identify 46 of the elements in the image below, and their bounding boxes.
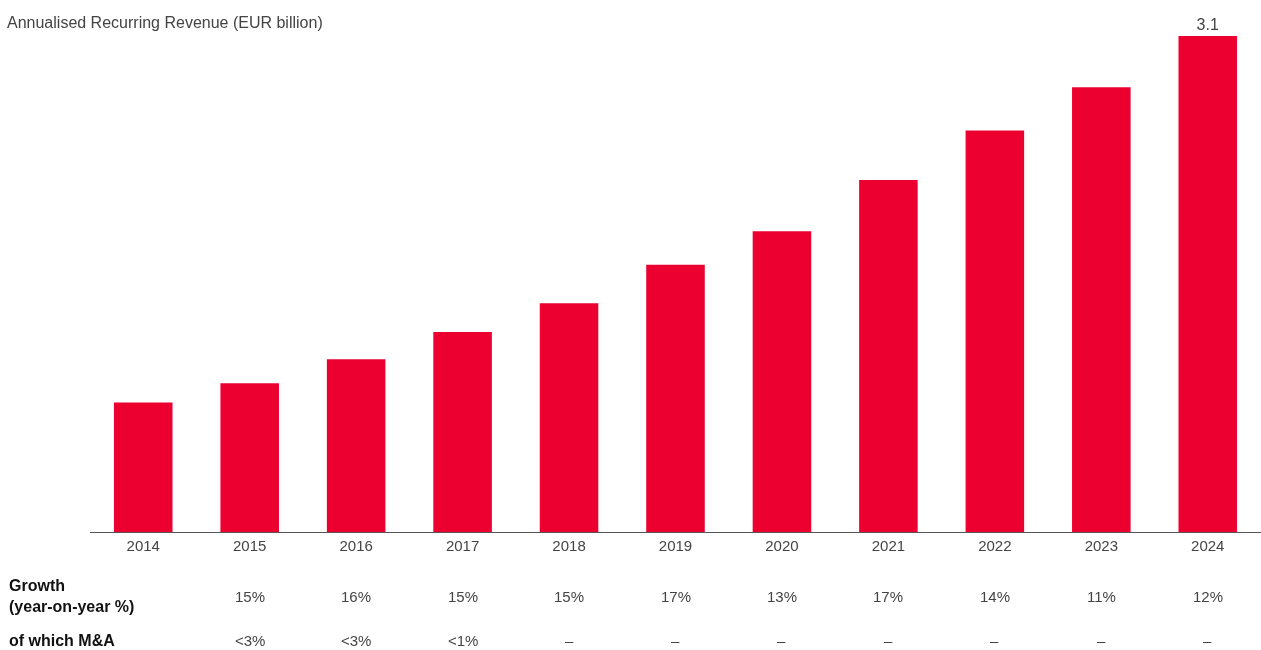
text: Growth (year-on-year %): [9, 577, 135, 615]
text: –: [565, 632, 574, 649]
x-tick-label: 2018: [552, 537, 586, 554]
x-tick-label: 2024: [1191, 537, 1225, 554]
text: 15%: [235, 588, 266, 605]
bar: [646, 264, 705, 532]
bar: [113, 402, 173, 532]
bar: [326, 359, 386, 532]
bar: [752, 231, 812, 532]
text: 15%: [448, 588, 479, 605]
bar: [1072, 87, 1131, 532]
x-tick-label: 2022: [978, 537, 1012, 554]
x-tick-label: 2021: [871, 537, 906, 554]
text: –: [1097, 632, 1106, 649]
x-tick-label: 2014: [126, 537, 160, 554]
text: –: [777, 632, 786, 649]
chart-title: Annualised Recurring Revenue (EUR billion): [7, 13, 323, 31]
text: –: [884, 632, 893, 649]
text: –: [990, 632, 999, 649]
text: 13%: [767, 588, 798, 605]
text: <1%: [448, 632, 479, 649]
text: 14%: [980, 588, 1011, 605]
text: 11%: [1087, 588, 1116, 605]
text: <3%: [341, 632, 372, 649]
bar: [1178, 36, 1238, 532]
data-label: 3.1: [1196, 16, 1219, 34]
text: –: [671, 632, 680, 649]
text: 16%: [341, 588, 372, 605]
x-tick-label: 2015: [232, 537, 267, 554]
text: <3%: [235, 632, 266, 649]
text: 15%: [554, 588, 585, 605]
x-tick-label: 2017: [445, 537, 480, 554]
x-tick-label: 2016: [339, 537, 373, 554]
x-tick-label: 2023: [1084, 537, 1119, 554]
x-tick-label: 2020: [765, 537, 799, 554]
bar: [539, 303, 599, 532]
text: –: [1203, 632, 1212, 649]
text: 17%: [661, 588, 692, 605]
bar: [220, 383, 279, 532]
text: 17%: [873, 588, 904, 605]
bar: [965, 130, 1025, 532]
text: 12%: [1193, 588, 1224, 605]
bar: [433, 332, 492, 532]
text: of which M&A: [9, 632, 116, 649]
bar: [859, 180, 918, 532]
x-tick-label: 2019: [658, 537, 693, 554]
